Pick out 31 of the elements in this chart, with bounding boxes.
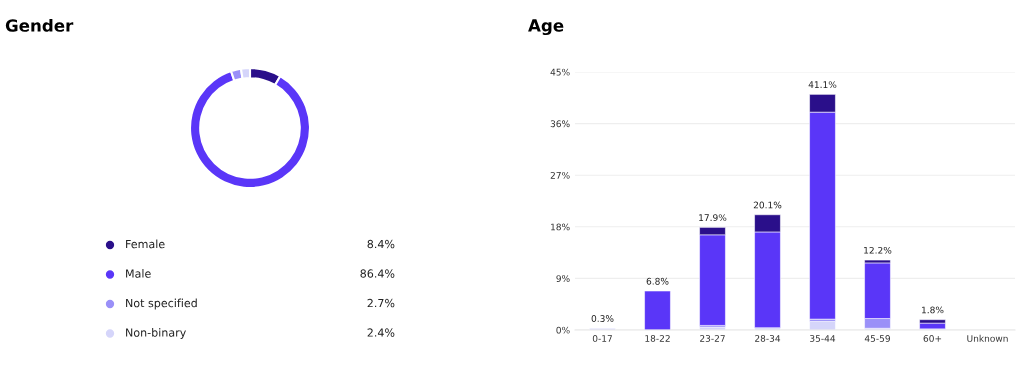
x-tick-label: 28-34: [755, 335, 781, 342]
x-tick-label: 0-17: [592, 335, 612, 342]
legend-label: Male: [126, 269, 151, 278]
legend-label: Female: [126, 239, 165, 249]
x-tick-label: Unknown: [967, 334, 1008, 342]
x-tick-label: 18-22: [645, 335, 670, 342]
data-label: 86.4%: [360, 269, 395, 278]
data-label: 8.4%: [367, 239, 395, 249]
total-label: 1.8%: [922, 306, 944, 314]
x-tick-label: 60+: [923, 335, 942, 342]
y-tick-label: 27%: [550, 171, 570, 179]
total-label: 20.1%: [753, 201, 782, 209]
legend-label: Not specified: [126, 298, 197, 310]
chart-title: Age: [528, 19, 564, 36]
y-tick-label: 18%: [551, 223, 570, 231]
data-label: 2.4%: [367, 328, 395, 337]
x-tick-label: 45-59: [864, 335, 890, 342]
total-label: 17.9%: [699, 214, 727, 222]
x-tick-label: 35-44: [810, 335, 836, 342]
data-label: 2.7%: [367, 298, 395, 308]
y-tick-label: 36%: [550, 120, 570, 128]
y-tick-label: 45%: [550, 68, 570, 76]
total-label: 6.8%: [646, 277, 669, 285]
total-label: 0.3%: [591, 315, 614, 322]
total-label: 12.2%: [864, 246, 892, 254]
y-tick-label: 9%: [556, 275, 570, 282]
legend-label: Non-binary: [126, 328, 186, 339]
total-label: 41.1%: [808, 81, 837, 89]
x-tick-label: 23-27: [700, 335, 725, 342]
y-tick-label: 0%: [556, 326, 570, 334]
chart-title: Gender: [5, 18, 74, 32]
